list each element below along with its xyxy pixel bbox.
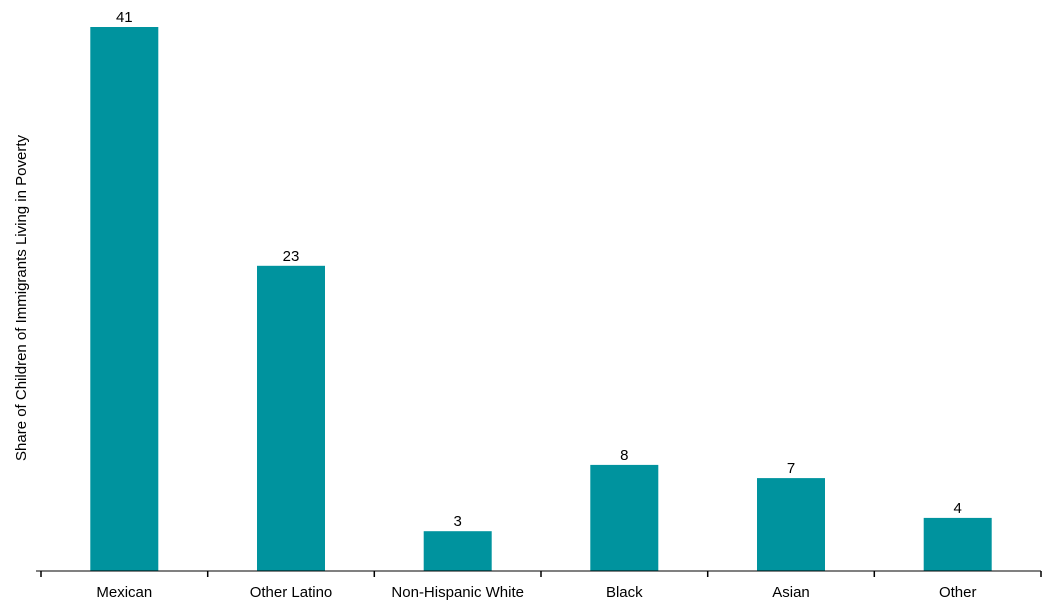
data-label: 7	[787, 460, 795, 477]
bar-black	[590, 464, 659, 571]
x-axis-ticks	[40, 571, 1042, 577]
bar-other	[923, 517, 992, 571]
data-label: 8	[620, 447, 628, 464]
data-label: 3	[454, 513, 462, 530]
category-label: Asian	[772, 584, 810, 601]
category-label: Black	[606, 584, 643, 601]
category-label: Other	[939, 584, 977, 601]
y-axis-label: Share of Children of Immigrants Living i…	[13, 135, 30, 461]
bar-other-latino	[257, 265, 325, 571]
category-label: Mexican	[96, 584, 152, 601]
data-labels-layer: 41 23 3 8 7 4	[116, 9, 962, 530]
bars-layer	[90, 27, 992, 571]
data-label: 41	[116, 9, 133, 26]
bar-asian	[757, 478, 825, 571]
bar-mexican	[90, 27, 159, 571]
data-label: 4	[954, 500, 962, 517]
category-label: Non-Hispanic White	[391, 584, 524, 601]
data-label: 23	[283, 248, 300, 265]
category-label: Other Latino	[250, 584, 333, 601]
x-axis-categories: Mexican Other Latino Non-Hispanic White Bla…	[96, 584, 976, 601]
bar-non-hispanic-white	[423, 531, 492, 571]
